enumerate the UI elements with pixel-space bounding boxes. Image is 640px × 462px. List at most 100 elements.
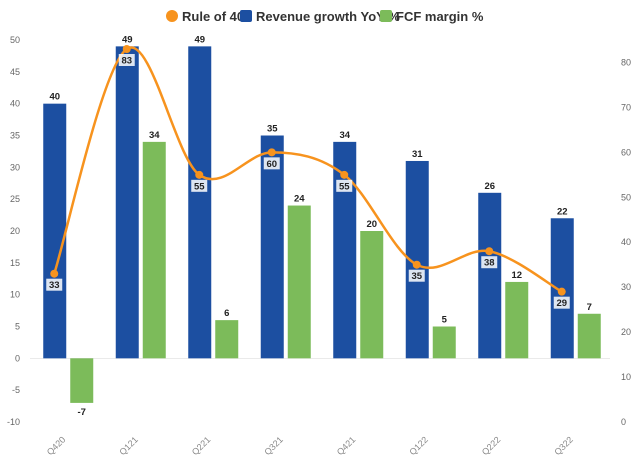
fcf-label-Q121: 34 <box>149 130 160 141</box>
right-tick-label: 80 <box>621 57 631 67</box>
x-tick-label-Q420: Q420 <box>45 435 68 458</box>
fcf-bar-Q221 <box>215 320 239 359</box>
legend-swatch <box>380 10 392 22</box>
revenue-label-Q121: 49 <box>122 34 133 45</box>
rule-of-40-label-Q322: 29 <box>556 298 567 309</box>
revenue-bar-Q221 <box>188 46 212 359</box>
legend: Rule of 40 Revenue growth YoY %FCF margin… <box>166 9 484 24</box>
fcf-bar-Q121 <box>142 141 166 359</box>
rule-of-40-label-Q421: 55 <box>339 181 350 192</box>
revenue-bar-Q122 <box>405 160 429 359</box>
rule-of-40-point-Q221 <box>195 170 204 179</box>
legend-item-2: FCF margin % <box>380 9 484 24</box>
rule-of-40-label-Q222: 38 <box>484 258 495 269</box>
rule-label-bg <box>336 179 353 192</box>
fcf-bar-Q122 <box>432 326 456 359</box>
right-tick-label: 30 <box>621 282 631 292</box>
left-tick-label: 45 <box>10 67 20 77</box>
right-tick-label: 60 <box>621 147 631 157</box>
rule-of-40-point-Q420 <box>50 269 59 278</box>
x-tick-label-Q321: Q321 <box>262 435 285 458</box>
left-tick-label: -5 <box>12 385 20 395</box>
right-tick-label: 0 <box>621 417 626 427</box>
fcf-bar-Q321 <box>287 205 311 359</box>
rule-of-40-label-Q420: 33 <box>49 280 60 291</box>
revenue-bar-Q121 <box>115 46 139 359</box>
left-tick-label: 15 <box>10 258 20 268</box>
rule-of-40-point-Q122 <box>412 260 421 269</box>
legend-swatch <box>240 10 252 22</box>
legend-label: Revenue growth YoY % <box>256 9 400 24</box>
rule-label-bg <box>191 179 208 192</box>
revenue-label-Q321: 35 <box>267 124 278 135</box>
left-tick-label: 35 <box>10 131 20 141</box>
fcf-label-Q222: 12 <box>511 270 522 281</box>
fcf-bar-Q222 <box>505 281 529 359</box>
rule-of-40-point-Q321 <box>267 148 276 157</box>
revenue-bar-Q222 <box>478 192 502 359</box>
revenue-label-Q322: 22 <box>557 206 568 217</box>
rule-label-bg <box>263 157 280 170</box>
legend-item-1: Revenue growth YoY % <box>240 9 400 24</box>
right-tick-label: 50 <box>621 192 631 202</box>
rule-of-40-point-Q421 <box>340 170 349 179</box>
revenue-label-Q420: 40 <box>49 92 60 103</box>
left-tick-label: 25 <box>10 194 20 204</box>
revenue-bar-Q421 <box>333 141 357 359</box>
revenue-label-Q122: 31 <box>412 149 423 160</box>
rule-of-40-line: 33 83 55 60 55 35 38 29 <box>46 44 570 309</box>
rule-label-bg <box>408 269 425 282</box>
fcf-label-Q122: 5 <box>442 315 448 326</box>
x-tick-label-Q322: Q322 <box>552 435 575 458</box>
fcf-bar-Q322 <box>577 313 601 359</box>
rule-of-40-point-Q222 <box>485 247 494 256</box>
left-tick-label: 50 <box>10 35 20 45</box>
legend-label: FCF margin % <box>396 9 484 24</box>
x-tick-label-Q221: Q221 <box>190 435 213 458</box>
fcf-label-Q221: 6 <box>224 308 229 319</box>
x-axis: Q420 Q121 Q221 Q321 Q421 Q122 Q222 Q322 <box>45 435 575 458</box>
left-tick-label: 40 <box>10 99 20 109</box>
revenue-label-Q221: 49 <box>194 34 205 45</box>
rule-of-40-label-Q221: 55 <box>194 181 205 192</box>
right-axis: 0 10 20 30 40 50 60 70 80 <box>621 57 631 427</box>
rule-label-bg <box>481 256 498 269</box>
rule-of-40-label-Q321: 60 <box>266 159 277 170</box>
fcf-label-Q322: 7 <box>587 302 592 313</box>
left-tick-label: 0 <box>15 353 20 363</box>
rule-label-bg <box>118 53 135 66</box>
revenue-label-Q421: 34 <box>339 130 350 141</box>
left-tick-label: 20 <box>10 226 20 236</box>
fcf-label-Q321: 24 <box>294 194 305 205</box>
legend-item-0: Rule of 40 <box>166 9 244 24</box>
x-tick-label-Q122: Q122 <box>407 435 430 458</box>
revenue-bar-Q420 <box>43 103 67 359</box>
x-tick-label-Q121: Q121 <box>117 435 140 458</box>
data-labels: 40 -7 49 34 49 6 35 24 34 20 31 5 26 12 22 7 <box>49 34 591 418</box>
x-tick-label-Q222: Q222 <box>480 435 503 458</box>
rule-label-bg <box>553 296 570 309</box>
right-tick-label: 70 <box>621 102 631 112</box>
legend-label: Rule of 40 <box>182 9 244 24</box>
legend-swatch <box>166 10 178 22</box>
rule-of-40-label-Q122: 35 <box>411 271 422 282</box>
revenue-label-Q222: 26 <box>484 181 495 192</box>
fcf-label-Q421: 20 <box>366 219 377 230</box>
left-tick-label: 30 <box>10 162 20 172</box>
left-tick-label: 5 <box>15 322 20 332</box>
rule-label-bg <box>46 278 63 291</box>
fcf-label-Q420: -7 <box>78 407 86 418</box>
bars <box>43 46 601 403</box>
right-tick-label: 20 <box>621 327 631 337</box>
fcf-bar-Q421 <box>360 231 384 359</box>
rule-of-40-point-Q322 <box>557 287 566 296</box>
x-tick-label-Q421: Q421 <box>335 435 358 458</box>
rule-of-40-point-Q121 <box>122 44 131 53</box>
right-tick-label: 40 <box>621 237 631 247</box>
left-tick-label: 10 <box>10 290 20 300</box>
fcf-bar-Q420 <box>70 358 94 403</box>
rule-of-40-label-Q121: 83 <box>121 55 132 66</box>
revenue-bar-Q321 <box>260 135 284 359</box>
